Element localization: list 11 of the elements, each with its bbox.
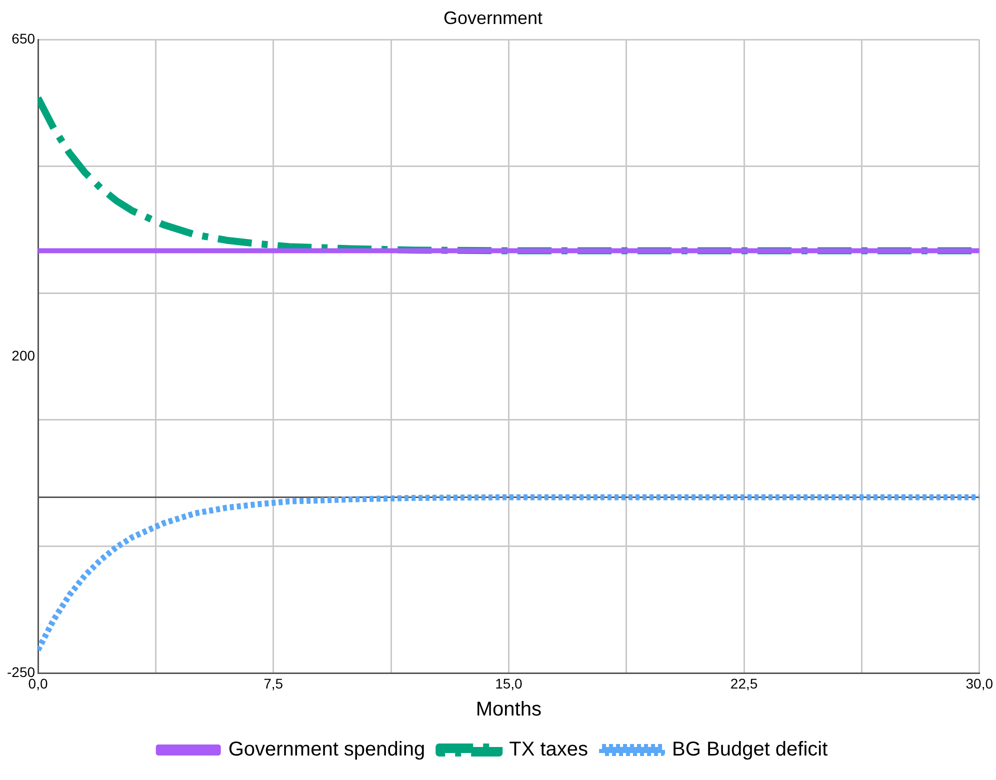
x-tick-label: 15,0	[495, 675, 523, 692]
x-axis-title: Months	[476, 698, 542, 721]
legend-label: BG Budget deficit	[672, 738, 828, 761]
x-tick-label: 7,5	[264, 675, 284, 692]
x-tick-label: 22,5	[730, 675, 758, 692]
legend-label: TX taxes	[509, 738, 588, 761]
legend-label: Government spending	[228, 738, 426, 761]
chart-title: Government	[443, 8, 543, 28]
x-tick-label: 30,0	[966, 675, 994, 692]
y-tick-label: 200	[12, 347, 36, 364]
y-tick-label: 650	[12, 30, 36, 46]
